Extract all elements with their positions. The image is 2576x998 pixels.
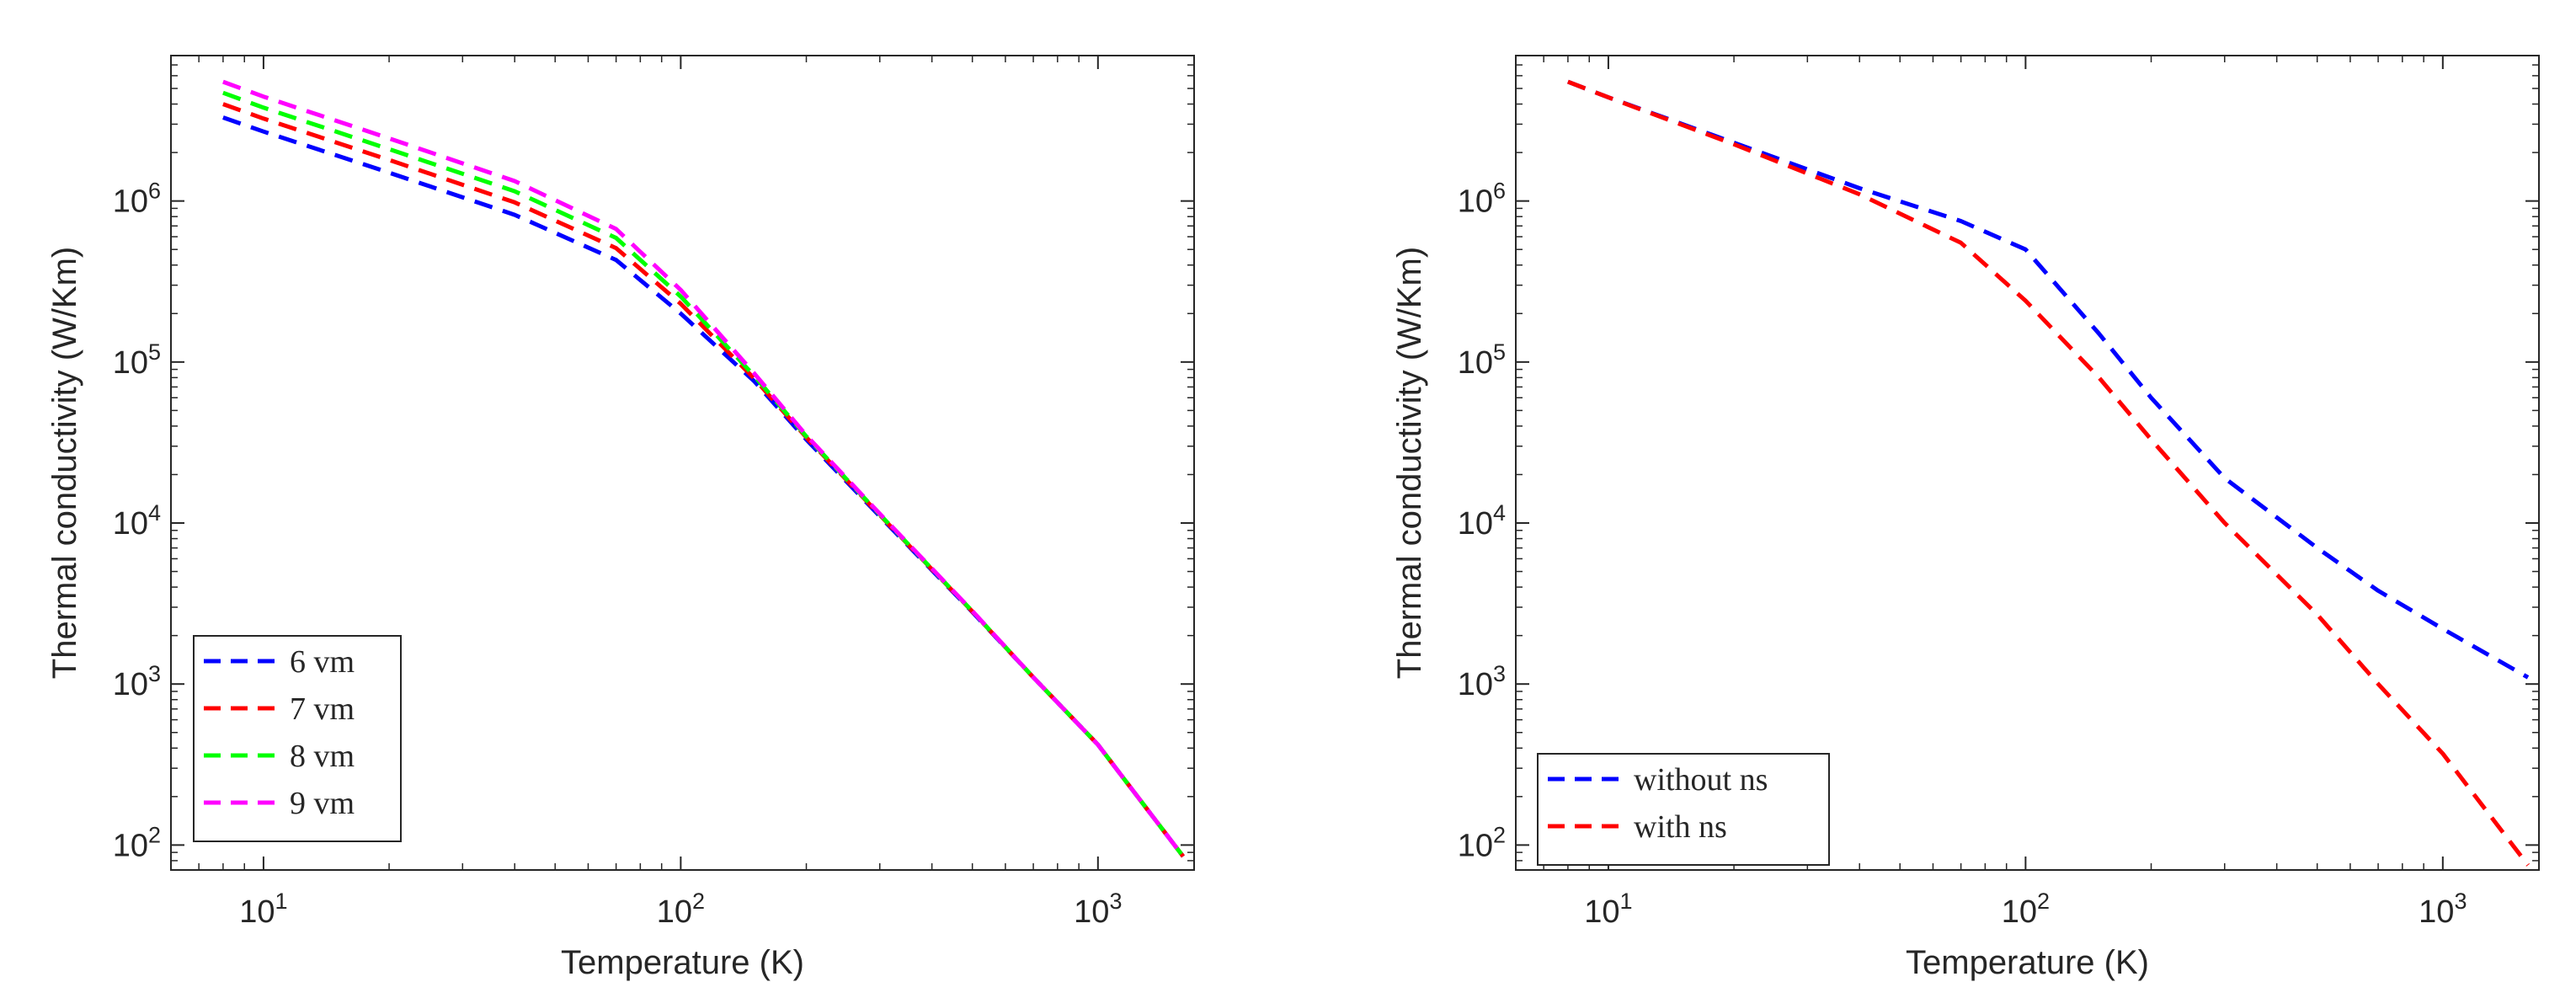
x-tick-label-exponent: 2 bbox=[692, 889, 705, 914]
x-tick-label-base: 10 bbox=[239, 894, 275, 930]
x-tick-label-base: 10 bbox=[657, 894, 692, 930]
x-tick-label-exponent: 2 bbox=[2037, 889, 2050, 914]
y-tick-label-base: 10 bbox=[1458, 828, 1493, 863]
y-tick-label: 106 bbox=[113, 179, 161, 220]
y-tick-label-exponent: 2 bbox=[148, 822, 161, 847]
legend-label-6-vm: 6 vm bbox=[290, 644, 355, 680]
x-tick-label-base: 10 bbox=[1584, 894, 1619, 930]
x-tick-label: 102 bbox=[657, 889, 705, 930]
y-tick-label-exponent: 3 bbox=[148, 661, 161, 686]
x-axis-label: Temperature (K) bbox=[1906, 944, 2149, 981]
x-tick-label-exponent: 1 bbox=[275, 889, 288, 914]
x-tick-label-exponent: 3 bbox=[1109, 889, 1122, 914]
minor-ticks bbox=[171, 56, 1194, 870]
y-axis-label: Thermal conductivity (W/Km) bbox=[46, 247, 83, 679]
y-tick-label-base: 10 bbox=[1458, 506, 1493, 542]
y-tick-label-exponent: 6 bbox=[148, 179, 161, 204]
y-tick-label: 102 bbox=[113, 822, 161, 863]
legend: 6 vm 7 vm 8 vm 9 vm bbox=[193, 635, 402, 842]
y-tick-label: 105 bbox=[113, 339, 161, 381]
legend-label-without-ns: without ns bbox=[1634, 762, 1768, 798]
y-tick-label-exponent: 3 bbox=[1493, 661, 1506, 686]
series-group bbox=[222, 79, 1185, 858]
y-axis-label: Thermal conductivity (W/Km) bbox=[1391, 247, 1428, 679]
y-tick-label-exponent: 5 bbox=[1493, 339, 1506, 365]
y-tick-label-exponent: 4 bbox=[148, 500, 161, 526]
y-tick-label-base: 10 bbox=[113, 828, 148, 863]
y-tick-label-base: 10 bbox=[113, 184, 148, 220]
series-line-with-ns bbox=[1567, 79, 2530, 867]
x-tick-label-base: 10 bbox=[1074, 894, 1109, 930]
x-tick-label: 102 bbox=[2002, 889, 2050, 930]
y-tick-label-base: 10 bbox=[1458, 184, 1493, 220]
y-tick-label: 104 bbox=[1458, 500, 1506, 542]
y-tick-label-exponent: 6 bbox=[1493, 179, 1506, 204]
legend: without ns with ns bbox=[1537, 753, 1830, 866]
x-tick-label: 103 bbox=[1074, 889, 1122, 930]
legend-label-with-ns: with ns bbox=[1634, 809, 1727, 845]
x-tick-label: 101 bbox=[239, 889, 287, 930]
y-tick-label-exponent: 5 bbox=[148, 339, 161, 365]
legend-label-7-vm: 7 vm bbox=[290, 691, 355, 727]
legend-label-8-vm: 8 vm bbox=[290, 739, 355, 774]
plot-area bbox=[1515, 55, 2540, 871]
y-tick-label: 103 bbox=[113, 661, 161, 702]
x-axis-label: Temperature (K) bbox=[561, 944, 804, 981]
legend-label-9-vm: 9 vm bbox=[290, 786, 355, 821]
y-tick-label-exponent: 4 bbox=[1493, 500, 1506, 526]
minor-ticks bbox=[1516, 56, 2539, 870]
y-tick-label: 103 bbox=[1458, 661, 1506, 702]
x-tick-label-exponent: 3 bbox=[2454, 889, 2467, 914]
y-tick-label: 105 bbox=[1458, 339, 1506, 381]
y-tick-label: 102 bbox=[1458, 822, 1506, 863]
x-tick-label: 103 bbox=[2419, 889, 2467, 930]
x-tick-label-exponent: 1 bbox=[1620, 889, 1633, 914]
series-group bbox=[1567, 79, 2530, 867]
y-tick-label-base: 10 bbox=[113, 506, 148, 542]
y-tick-label: 104 bbox=[113, 500, 161, 542]
legend-box bbox=[193, 635, 402, 842]
y-tick-label-base: 10 bbox=[113, 667, 148, 702]
x-tick-label-base: 10 bbox=[2002, 894, 2037, 930]
x-tick-label: 101 bbox=[1584, 889, 1632, 930]
x-tick-label-base: 10 bbox=[2419, 894, 2454, 930]
y-tick-label-base: 10 bbox=[1458, 345, 1493, 381]
y-tick-label-base: 10 bbox=[113, 345, 148, 381]
series-line-9-vm bbox=[222, 79, 1185, 858]
y-tick-label-exponent: 2 bbox=[1493, 822, 1506, 847]
y-tick-label-base: 10 bbox=[1458, 667, 1493, 702]
y-tick-label: 106 bbox=[1458, 179, 1506, 220]
legend-box bbox=[1537, 753, 1830, 866]
